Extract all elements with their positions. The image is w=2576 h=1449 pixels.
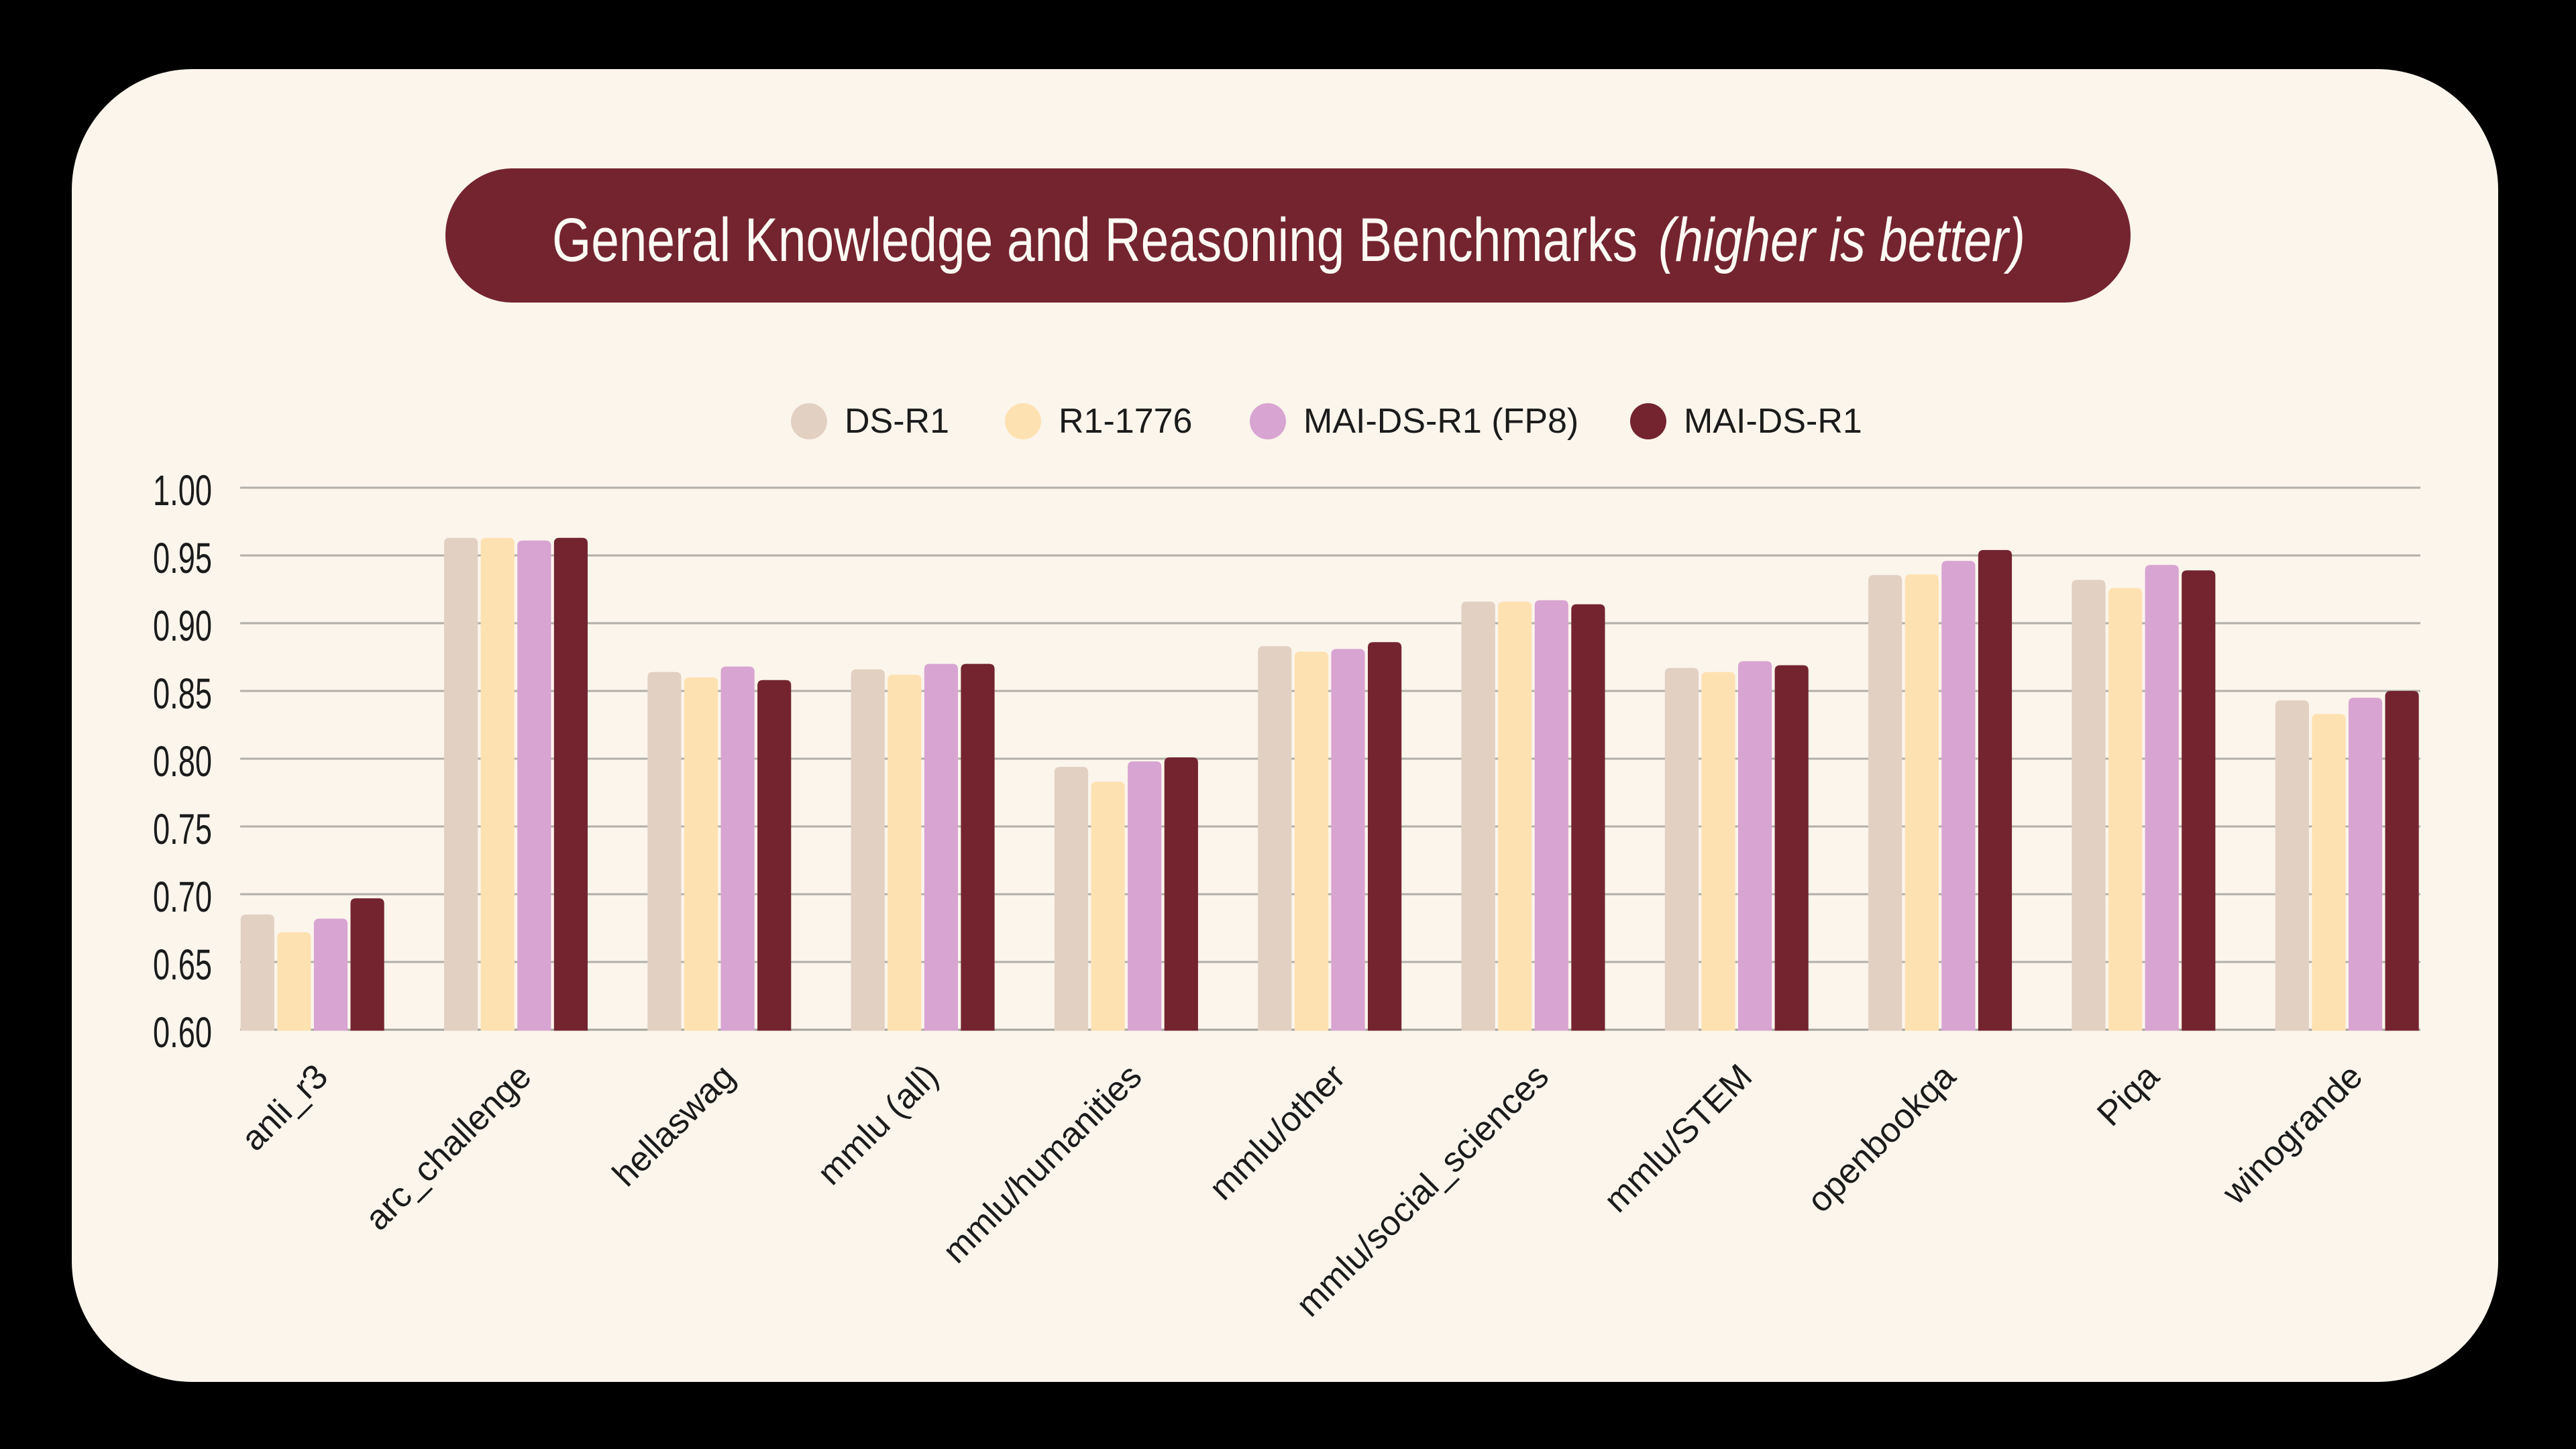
svg-text:winogrande: winogrande bbox=[2214, 1057, 2370, 1212]
svg-text:0.60: 0.60 bbox=[153, 1008, 212, 1057]
svg-text:mmlu (all): mmlu (all) bbox=[810, 1057, 946, 1192]
svg-text:Piqa: Piqa bbox=[2090, 1057, 2167, 1134]
svg-text:mmlu/humanities: mmlu/humanities bbox=[935, 1057, 1149, 1271]
svg-text:0.85: 0.85 bbox=[153, 669, 212, 718]
svg-text:hellaswag: hellaswag bbox=[605, 1057, 743, 1194]
svg-text:1.00: 1.00 bbox=[153, 466, 212, 515]
svg-text:0.75: 0.75 bbox=[153, 805, 212, 853]
svg-text:anli_r3: anli_r3 bbox=[234, 1057, 335, 1158]
svg-text:arc_challenge: arc_challenge bbox=[358, 1057, 539, 1238]
svg-text:0.95: 0.95 bbox=[153, 534, 212, 582]
svg-text:(higher is better): (higher is better) bbox=[1658, 206, 2025, 274]
svg-text:mmlu/STEM: mmlu/STEM bbox=[1597, 1057, 1760, 1220]
svg-text:0.65: 0.65 bbox=[153, 941, 212, 989]
svg-text:0.80: 0.80 bbox=[153, 737, 212, 786]
svg-text:mmlu/other: mmlu/other bbox=[1202, 1057, 1353, 1208]
svg-text:0.70: 0.70 bbox=[153, 873, 212, 921]
svg-text:openbookqa: openbookqa bbox=[1800, 1057, 1963, 1220]
svg-text:General Knowledge and Reasonin: General Knowledge and Reasoning Benchmar… bbox=[552, 206, 1638, 274]
svg-text:0.90: 0.90 bbox=[153, 602, 212, 650]
